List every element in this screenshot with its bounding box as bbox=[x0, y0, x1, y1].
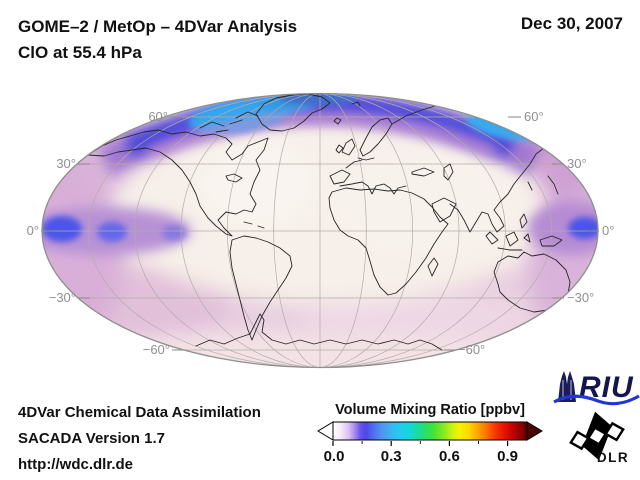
lat-label-left-30: 30° bbox=[56, 156, 76, 171]
lat-label-left-0: 0° bbox=[27, 223, 39, 238]
lat-label-left-m60: −60° bbox=[143, 342, 170, 357]
lat-label-right-m60: −60° bbox=[458, 342, 485, 357]
plot-subtitle: ClO at 55.4 hPa bbox=[18, 43, 142, 62]
latitude-ticks bbox=[41, 116, 599, 351]
footer-line-url: http://wdc.dlr.de bbox=[18, 456, 133, 473]
colorbar-right-arrow bbox=[526, 421, 543, 441]
dlr-logo-text: DLR bbox=[597, 450, 629, 465]
riu-swoosh bbox=[553, 394, 640, 406]
colorbar-tick-labels: 0.0 0.3 0.6 0.9 bbox=[324, 448, 518, 465]
lat-label-right-60: 60° bbox=[524, 109, 544, 124]
colorbar-left-arrow bbox=[317, 421, 334, 441]
footer-line-version: SACADA Version 1.7 bbox=[18, 430, 165, 447]
colorbar-tick-0.9: 0.9 bbox=[497, 448, 518, 465]
colorbar-tick-0.6: 0.6 bbox=[439, 448, 460, 465]
lat-label-right-30: 30° bbox=[567, 156, 587, 171]
colorbar-tick-0.0: 0.0 bbox=[324, 448, 345, 465]
latitude-labels: 60° 30° 0° −30° −60° 60° 30° 0° −30° −60… bbox=[27, 109, 615, 357]
footer-line-assimilation: 4DVar Chemical Data Assimilation bbox=[18, 404, 261, 421]
riu-logo: RIU bbox=[553, 371, 640, 406]
dlr-star-icon bbox=[569, 411, 625, 461]
lat-label-left-m30: −30° bbox=[49, 290, 76, 305]
header-block: GOME–2 / MetOp – 4DVar Analysis ClO at 5… bbox=[18, 14, 297, 66]
colorbar: Volume Mixing Ratio [ppbv] 0.0 0.3 0.6 0… bbox=[317, 402, 543, 465]
plot-title: GOME–2 / MetOp – 4DVar Analysis bbox=[18, 17, 298, 36]
lat-label-right-m30: −30° bbox=[567, 290, 594, 305]
dlr-logo: DLR bbox=[569, 411, 629, 465]
footer-block: 4DVar Chemical Data Assimilation SACADA … bbox=[18, 400, 261, 478]
colorbar-title: Volume Mixing Ratio [ppbv] bbox=[335, 402, 525, 418]
data-field bbox=[42, 93, 598, 368]
lat-label-left-60: 60° bbox=[148, 109, 168, 124]
colorbar-major-ticks bbox=[332, 441, 509, 446]
riu-cathedral-icon bbox=[558, 371, 576, 402]
colorbar-gradient bbox=[332, 421, 528, 441]
colorbar-minor-ticks bbox=[361, 441, 479, 444]
colorbar-tick-0.3: 0.3 bbox=[381, 448, 402, 465]
date-label: Dec 30, 2007 bbox=[520, 14, 623, 33]
lat-label-right-0: 0° bbox=[602, 223, 614, 238]
